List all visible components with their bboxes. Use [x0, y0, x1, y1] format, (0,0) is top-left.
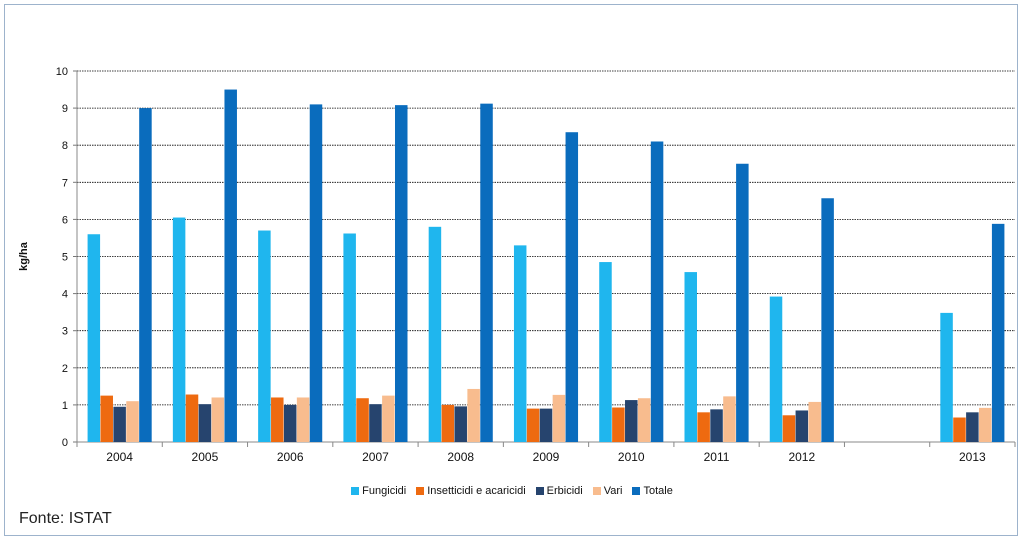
bar [224, 89, 237, 443]
bar [612, 407, 625, 442]
bar [821, 198, 834, 442]
x-tick-label: 2012 [788, 450, 815, 464]
bar [467, 388, 480, 442]
bar [723, 396, 736, 442]
bar [309, 104, 323, 442]
bar [991, 223, 1005, 442]
bar [966, 412, 979, 442]
bar [454, 406, 467, 442]
legend-swatch [535, 487, 544, 495]
legend-swatch [592, 487, 601, 495]
bar [126, 401, 139, 442]
bar [382, 395, 395, 442]
bar [356, 398, 369, 442]
x-tick-label: 2005 [192, 450, 219, 464]
bar [513, 245, 527, 442]
bar [940, 312, 953, 442]
legend-swatch [416, 487, 425, 495]
bar [113, 406, 126, 442]
x-tick-label: 2004 [106, 450, 133, 464]
y-tick-label: 8 [62, 140, 68, 152]
bar [100, 395, 113, 442]
y-tick-label: 9 [62, 103, 68, 115]
y-tick-label: 5 [62, 252, 68, 264]
bar [296, 397, 310, 442]
x-tick-label: 2013 [959, 450, 986, 464]
bar [271, 397, 284, 442]
legend-item: Vari [592, 485, 623, 497]
bar [480, 103, 493, 442]
bar [552, 394, 566, 442]
bar [283, 404, 297, 442]
y-axis-label: kg/ha [18, 241, 30, 271]
bar [795, 410, 809, 442]
y-tick-label: 6 [62, 214, 68, 226]
y-tick-label: 2 [62, 363, 68, 375]
legend-item: Fungicidi [351, 485, 406, 497]
bar [172, 217, 186, 442]
bar [625, 400, 638, 442]
bar [526, 408, 540, 442]
y-tick-label: 3 [62, 326, 68, 338]
y-tick-label: 1 [62, 400, 68, 412]
bar [198, 404, 212, 442]
bar [684, 272, 697, 442]
bar [565, 132, 579, 442]
legend-label: Vari [603, 485, 623, 497]
bar [599, 262, 612, 442]
y-tick-label: 10 [56, 66, 68, 78]
legend: Fungicidi Insetticidi e acaricidi Erbicidi… [5, 485, 1019, 497]
x-tick-label: 2006 [277, 450, 304, 464]
bar [710, 409, 723, 442]
bar-chart: 0 1 2 3 4 5 6 7 8 9 10 kg/ha 2004 2005 2006 2007 2008 200… [18, 66, 1016, 464]
bar [139, 108, 152, 442]
bar [808, 401, 821, 442]
legend-label: Erbicidi [546, 485, 583, 497]
y-tick-label: 7 [62, 177, 68, 189]
bar [769, 296, 783, 442]
legend-swatch [632, 487, 641, 495]
x-tick-label: 2008 [447, 450, 474, 464]
bar [782, 415, 796, 442]
x-tick-label: 2010 [618, 450, 645, 464]
legend-label: Fungicidi [362, 485, 407, 497]
y-tick-label: 0 [62, 437, 68, 449]
bar [343, 233, 356, 442]
bar [211, 397, 225, 442]
bar [87, 234, 101, 442]
bar [979, 407, 992, 442]
bar [369, 404, 382, 442]
chart-frame: 0 1 2 3 4 5 6 7 8 9 10 kg/ha 2004 2005 2006 2007 2008 200… [4, 4, 1018, 536]
bar [736, 163, 749, 442]
legend-item: Insetticidi e acaricidi [416, 485, 526, 497]
bar [697, 412, 710, 442]
bar [953, 417, 966, 442]
source-note: Fonte: ISTAT [19, 510, 112, 527]
legend-item: Erbicidi [535, 485, 583, 497]
bar [539, 408, 553, 442]
legend-swatch [351, 487, 360, 495]
bar [258, 230, 271, 442]
x-tick-label: 2011 [704, 450, 730, 464]
x-tick-label: 2007 [362, 450, 389, 464]
bar [637, 398, 651, 442]
bar [441, 404, 455, 442]
bar [428, 226, 442, 442]
bar [395, 105, 408, 442]
legend-label: Insetticidi e acaricidi [427, 485, 526, 497]
legend-label: Totale [643, 485, 673, 497]
bar [185, 394, 199, 442]
x-tick-label: 2009 [533, 450, 560, 464]
bar [650, 141, 664, 443]
y-tick-label: 4 [62, 289, 68, 301]
legend-item: Totale [632, 485, 673, 497]
